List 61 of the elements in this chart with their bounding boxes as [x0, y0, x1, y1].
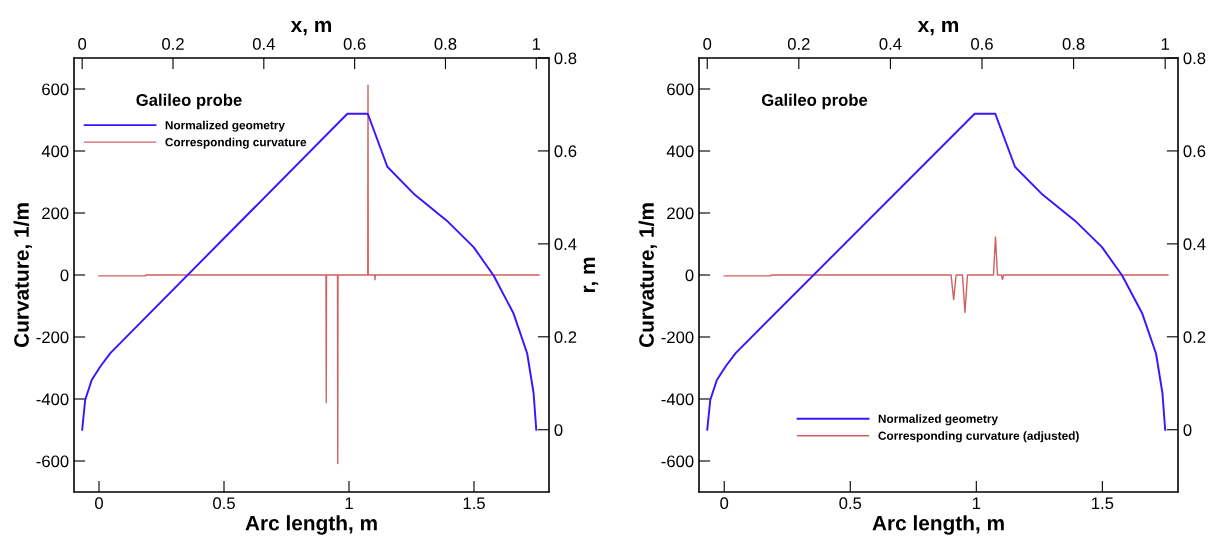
annotation: Galileo probe	[136, 93, 242, 110]
x-tick-label: 0	[95, 497, 103, 510]
text: Normalized geometry	[878, 414, 998, 426]
annotation: Galileo probe	[761, 93, 868, 110]
x-tick-label: 1	[972, 497, 981, 509]
y-axis-title: Curvature, 1/m	[13, 203, 32, 348]
x-tick-label: 0.6	[343, 38, 366, 50]
y-tick-label: 0.4	[554, 238, 577, 251]
x-tick-label: 0	[78, 38, 87, 50]
x-tick-label: 1	[532, 38, 541, 50]
x-axis-title: x, m	[917, 20, 959, 36]
line-series	[706, 112, 1167, 431]
y-tick-label: 400	[41, 145, 69, 158]
x-tick-label: 0.2	[787, 38, 810, 50]
text: Normalized geometry	[165, 120, 285, 132]
y-tick-label: 400	[666, 145, 694, 158]
y-tick-label: 0	[554, 424, 563, 436]
x-tick-label: 0	[703, 38, 712, 50]
y-tick-label: -600	[36, 455, 69, 468]
y-axis-title: r, m	[583, 257, 599, 293]
y-tick-label: 0.6	[1183, 145, 1206, 158]
x-tick-label: 1.5	[463, 497, 485, 510]
y-tick-label: -600	[661, 455, 694, 468]
y-axis-title: Curvature, 1/m	[638, 203, 657, 348]
y-tick-label: 0	[685, 269, 694, 282]
y-tick-label: 600	[42, 83, 69, 96]
x-tick-label: 0	[720, 497, 729, 510]
y-tick-label: 0.8	[1183, 52, 1206, 65]
x-tick-label: 0.2	[162, 38, 184, 50]
x-tick-label: 1	[1161, 38, 1169, 50]
x-tick-label: 0.4	[879, 38, 902, 50]
y-tick-label: -400	[36, 393, 69, 406]
x-tick-label: 0.4	[252, 38, 275, 50]
x-tick-label: 1.5	[1092, 497, 1114, 510]
text: Corresponding curvature (adjusted)	[878, 431, 1079, 443]
line-series	[81, 112, 538, 431]
y-tick-label: 0	[60, 269, 69, 282]
y-tick-label: 600	[667, 83, 694, 96]
x-axis-title: Arc length, m	[245, 515, 377, 535]
y-tick-label: 0.6	[554, 145, 577, 158]
text: Corresponding curvature	[165, 137, 307, 149]
x-tick-label: 0.5	[839, 497, 862, 510]
y-tick-label: 0.4	[1183, 238, 1206, 251]
y-tick-label: -400	[661, 393, 694, 406]
y-tick-label: -200	[36, 331, 69, 344]
x-tick-label: 1	[345, 497, 353, 509]
y-tick-label: 200	[42, 207, 69, 220]
y-tick-label: 0.2	[1183, 331, 1206, 343]
x-axis-title: x, m	[290, 20, 332, 36]
x-tick-label: 0.8	[434, 38, 457, 50]
x-tick-label: 0.8	[1062, 38, 1085, 50]
y-tick-label: 0.2	[554, 331, 577, 343]
y-tick-label: 0	[1183, 424, 1192, 436]
line-series	[98, 84, 540, 465]
x-tick-label: 0.6	[971, 38, 993, 50]
x-axis-title: Arc length, m	[872, 515, 1004, 535]
x-tick-label: 0.5	[213, 497, 235, 510]
y-tick-label: 200	[667, 207, 694, 220]
y-tick-label: -200	[661, 331, 694, 344]
y-tick-label: 0.8	[554, 52, 577, 65]
line-series	[723, 236, 1169, 314]
